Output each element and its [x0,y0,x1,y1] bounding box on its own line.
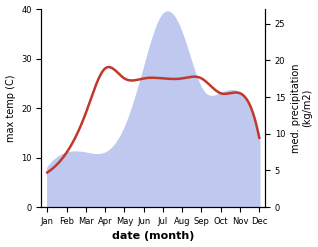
Y-axis label: max temp (C): max temp (C) [5,74,16,142]
X-axis label: date (month): date (month) [112,231,194,242]
Y-axis label: med. precipitation
(kg/m2): med. precipitation (kg/m2) [291,63,313,153]
